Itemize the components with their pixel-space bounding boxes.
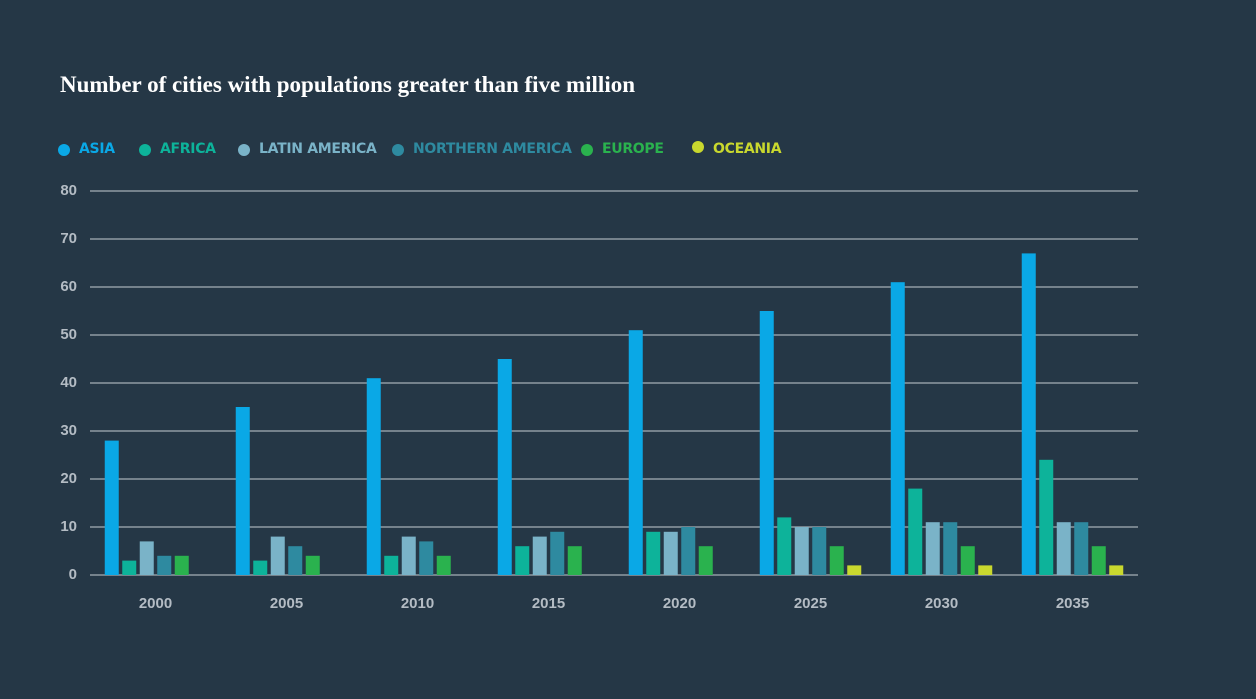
bar bbox=[628, 330, 643, 575]
bar bbox=[1074, 522, 1089, 575]
bar bbox=[157, 555, 172, 575]
bar bbox=[235, 407, 250, 575]
legend-label: LATIN AMERICA bbox=[259, 141, 377, 157]
bar bbox=[515, 546, 530, 575]
x-tick-label: 2000 bbox=[139, 595, 172, 612]
bar bbox=[812, 527, 827, 575]
x-tick-label: 2035 bbox=[1056, 595, 1089, 612]
bar bbox=[1091, 546, 1106, 575]
bar bbox=[1109, 565, 1124, 575]
x-tick-label: 2020 bbox=[663, 595, 696, 612]
y-tick-label: 60 bbox=[60, 278, 77, 295]
y-tick-label: 20 bbox=[60, 470, 77, 487]
legend-label: EUROPE bbox=[602, 141, 664, 157]
y-tick-label: 70 bbox=[60, 230, 77, 247]
legend-marker bbox=[58, 144, 70, 156]
bar bbox=[139, 541, 154, 575]
bar bbox=[497, 359, 512, 575]
bar bbox=[943, 522, 958, 575]
legend-label: AFRICA bbox=[160, 141, 216, 157]
bar bbox=[436, 555, 451, 575]
y-tick-label: 40 bbox=[60, 374, 77, 391]
chart-title: Number of cities with populations greate… bbox=[60, 72, 635, 97]
bar bbox=[567, 546, 582, 575]
bar bbox=[1021, 253, 1036, 575]
bar bbox=[925, 522, 940, 575]
bar bbox=[305, 555, 320, 575]
bar bbox=[288, 546, 303, 575]
y-tick-label: 10 bbox=[60, 518, 77, 535]
bar bbox=[978, 565, 993, 575]
bar bbox=[908, 488, 923, 575]
legend-marker bbox=[581, 144, 593, 156]
bar bbox=[104, 440, 119, 575]
bar bbox=[401, 536, 416, 575]
x-tick-label: 2005 bbox=[270, 595, 303, 612]
x-tick-label: 2015 bbox=[532, 595, 565, 612]
x-tick-label: 2030 bbox=[925, 595, 958, 612]
x-tick-label: 2010 bbox=[401, 595, 434, 612]
legend-marker bbox=[238, 144, 250, 156]
bar bbox=[960, 546, 975, 575]
x-tick-label: 2025 bbox=[794, 595, 827, 612]
y-tick-label: 0 bbox=[69, 566, 77, 583]
bar bbox=[253, 560, 268, 575]
bar bbox=[829, 546, 844, 575]
bar bbox=[122, 560, 137, 575]
bar bbox=[759, 311, 774, 575]
bar bbox=[384, 555, 399, 575]
y-tick-label: 80 bbox=[60, 182, 77, 199]
legend-marker bbox=[392, 144, 404, 156]
legend-marker bbox=[139, 144, 151, 156]
bar bbox=[270, 536, 285, 575]
legend-label: ASIA bbox=[79, 141, 115, 157]
bar bbox=[890, 282, 905, 575]
bar bbox=[174, 555, 189, 575]
bar bbox=[847, 565, 862, 575]
legend-label: OCEANIA bbox=[713, 141, 782, 157]
legend-marker bbox=[692, 141, 704, 153]
bar bbox=[550, 531, 565, 575]
bar bbox=[1039, 459, 1054, 575]
bar bbox=[1056, 522, 1071, 575]
bar bbox=[698, 546, 713, 575]
y-tick-label: 30 bbox=[60, 422, 77, 439]
bar bbox=[681, 527, 696, 575]
bar bbox=[646, 531, 661, 575]
bar bbox=[419, 541, 434, 575]
bar bbox=[663, 531, 678, 575]
bar bbox=[794, 527, 809, 575]
bar bbox=[532, 536, 547, 575]
y-tick-label: 50 bbox=[60, 326, 77, 343]
legend-label: NORTHERN AMERICA bbox=[413, 141, 572, 157]
bar bbox=[366, 378, 381, 575]
bar bbox=[777, 517, 792, 575]
